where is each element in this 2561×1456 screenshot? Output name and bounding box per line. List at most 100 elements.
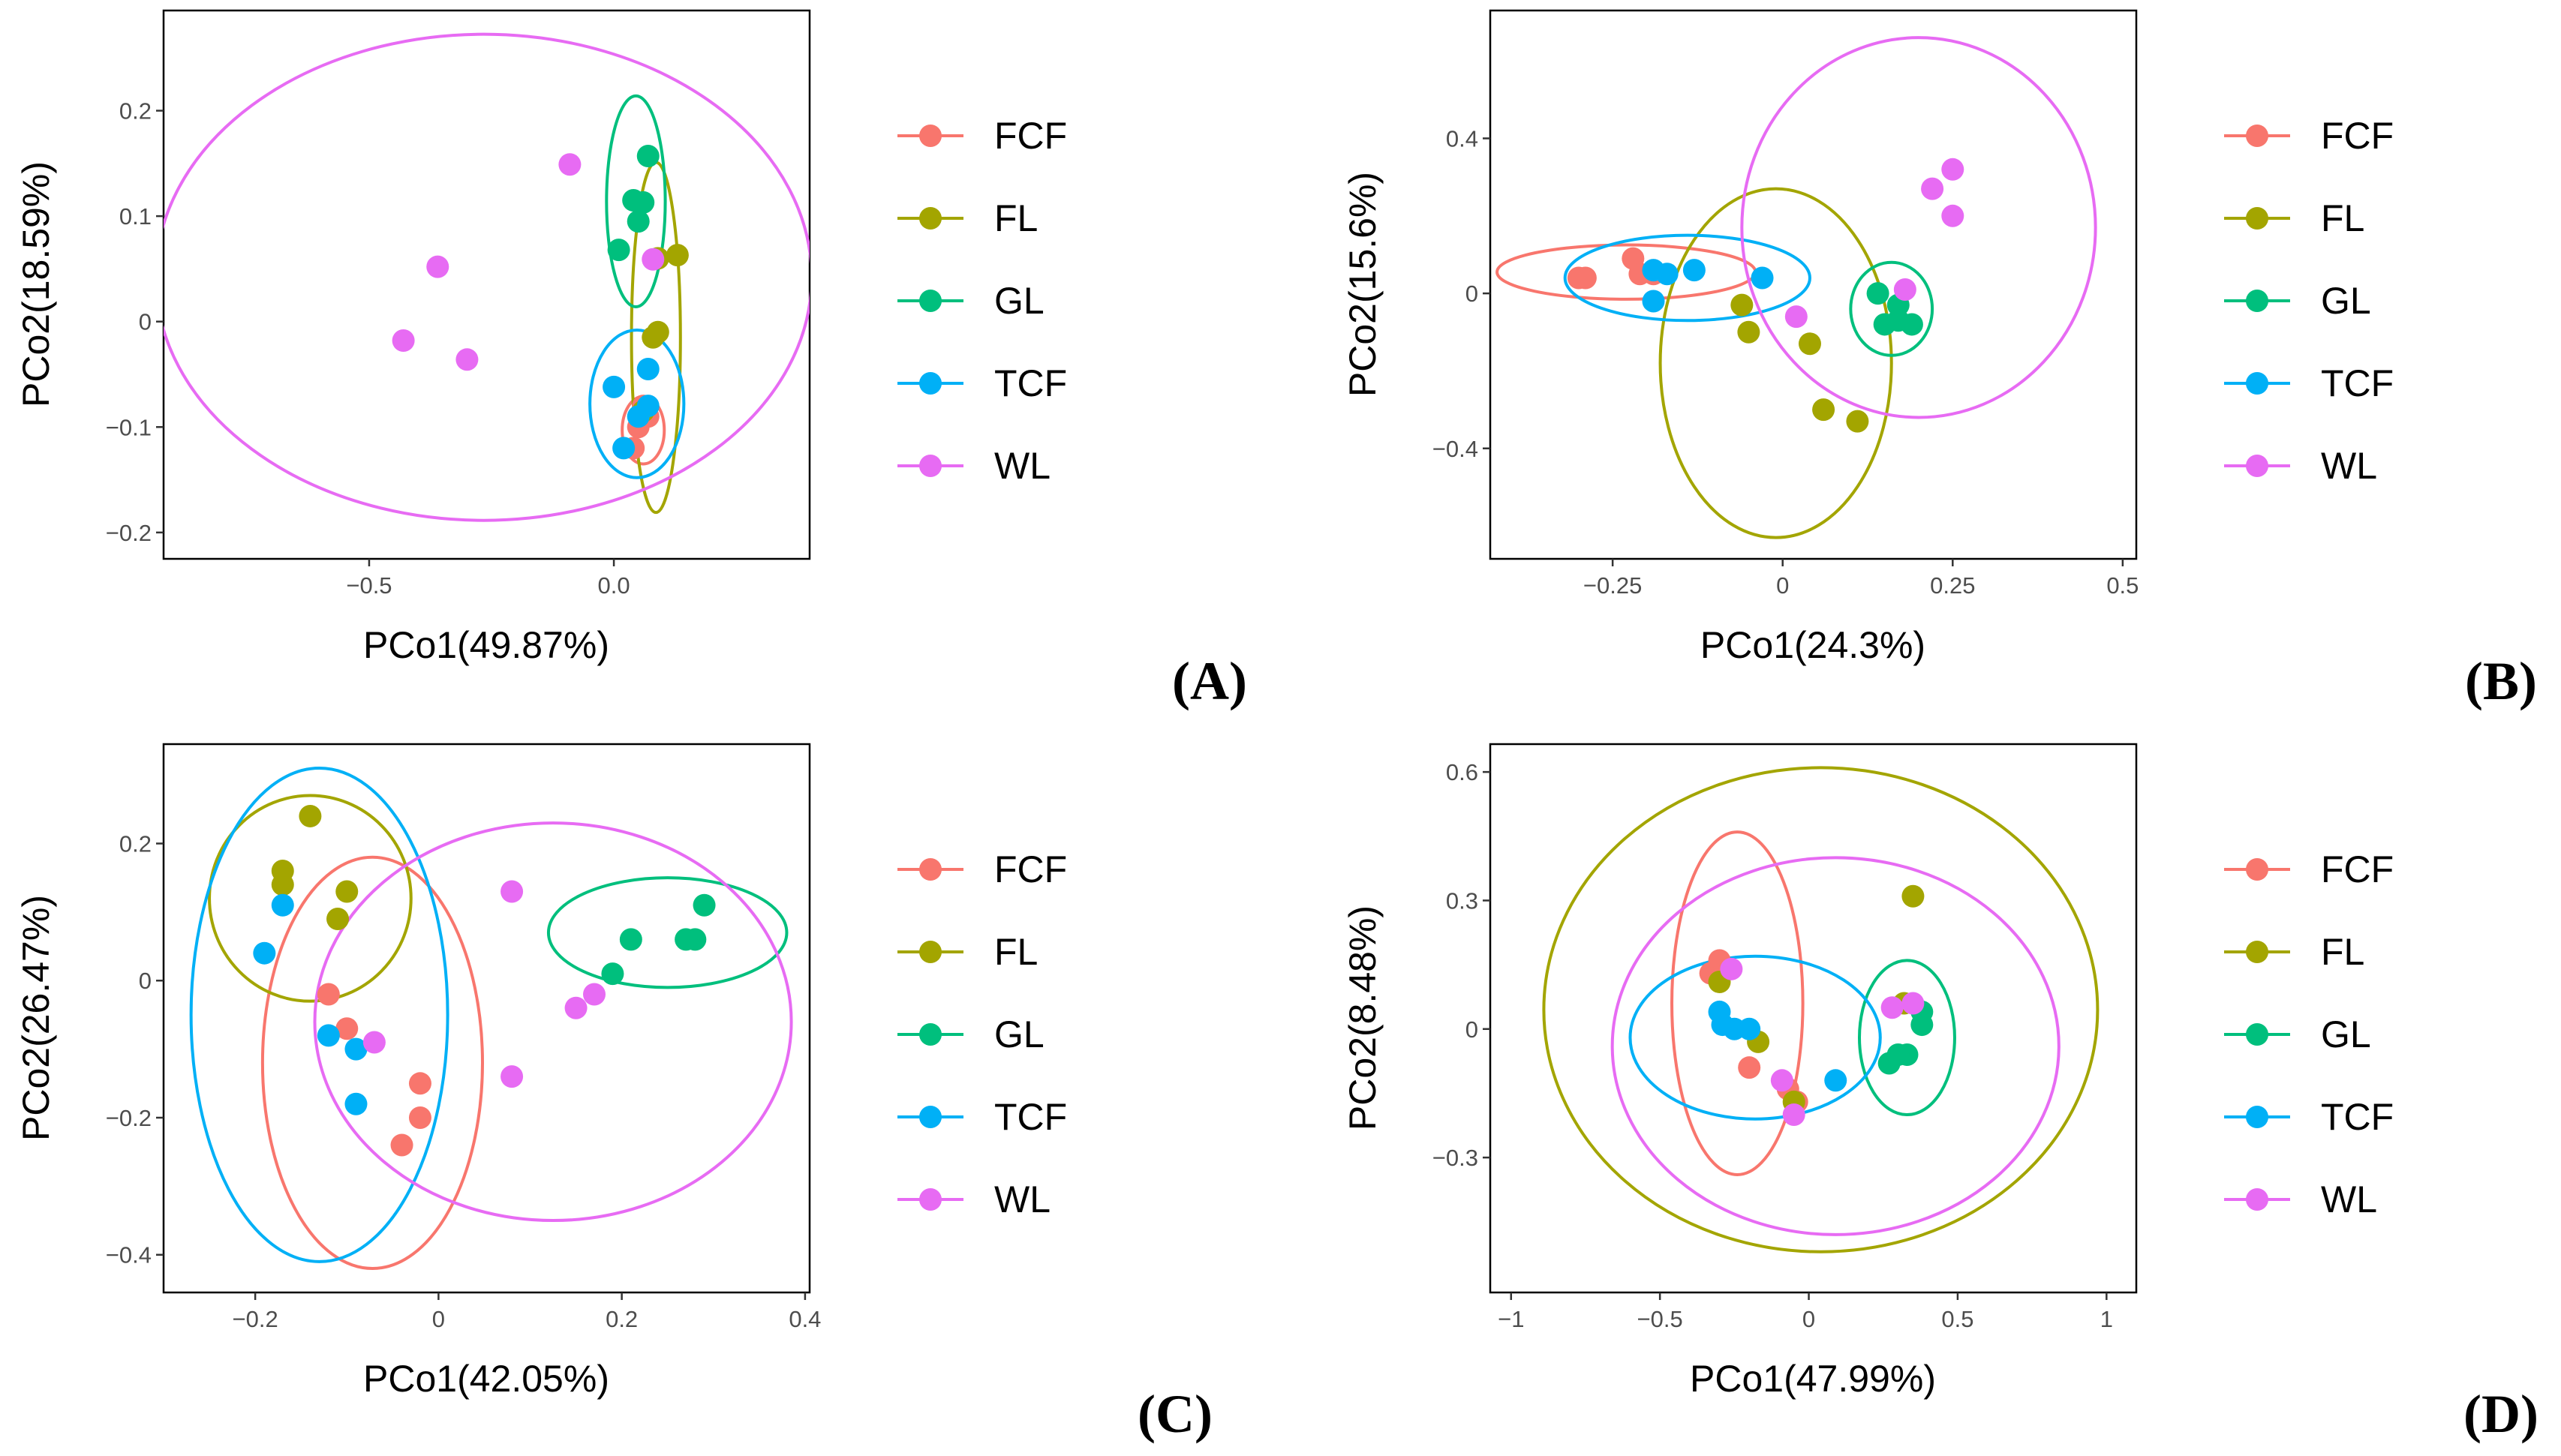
legend-label: FCF bbox=[2321, 115, 2394, 157]
legend-item-fcf: FCF bbox=[2224, 115, 2394, 157]
point-fcf bbox=[317, 983, 340, 1006]
ellipse-gl bbox=[1858, 959, 1956, 1116]
point-tcf bbox=[603, 375, 626, 398]
legend-item-tcf: TCF bbox=[897, 1096, 1067, 1138]
ellipse-gl bbox=[1849, 260, 1934, 357]
point-gl bbox=[619, 928, 642, 951]
legend-item-fcf: FCF bbox=[2224, 848, 2394, 890]
panel-b-tag: (B) bbox=[2465, 651, 2537, 711]
panel-c-ellipses bbox=[189, 766, 793, 1271]
legend-label: TCF bbox=[2321, 1096, 2394, 1138]
legend-marker bbox=[919, 372, 942, 395]
y-tick-label: −0.2 bbox=[106, 1105, 152, 1131]
panel-a: −0.5 0.0 −0.2 −0.1 0 0.1 0.2 PCo1(49.87%) PCo… bbox=[15, 9, 1247, 711]
panel-d-tag: (D) bbox=[2463, 1384, 2538, 1444]
point-wl bbox=[1880, 996, 1904, 1019]
ellipse-gl bbox=[605, 94, 667, 309]
point-fl bbox=[326, 908, 350, 931]
legend-marker bbox=[2246, 455, 2268, 477]
legend-marker bbox=[2246, 941, 2268, 963]
legend-item-gl: GL bbox=[2224, 1013, 2371, 1055]
panel-d: −1 −0.5 0 0.5 1 −0.3 0 0.3 0.6 PCo1(47.99%) PCo… bbox=[1342, 743, 2538, 1444]
legend-marker bbox=[2246, 125, 2268, 147]
ellipse-tcf bbox=[1628, 954, 1882, 1121]
legend-label: FL bbox=[994, 197, 1038, 239]
legend-item-fl: FL bbox=[897, 931, 1038, 973]
x-tick-label: 0.2 bbox=[606, 1306, 638, 1332]
panel-b-x-axis-title: PCo1(24.3%) bbox=[1700, 624, 1925, 666]
y-tick-label: 0.6 bbox=[1446, 759, 1478, 785]
point-tcf bbox=[344, 1092, 368, 1115]
legend-label: GL bbox=[994, 1013, 1045, 1055]
legend-item-gl: GL bbox=[897, 280, 1045, 322]
legend-marker bbox=[919, 858, 942, 881]
point-wl bbox=[558, 153, 582, 176]
point-wl bbox=[1720, 957, 1743, 980]
legend-item-gl: GL bbox=[897, 1013, 1045, 1055]
panel-b-y-axis-title: PCo2(15.6%) bbox=[1342, 172, 1384, 397]
y-tick-label: 0 bbox=[1465, 1016, 1478, 1043]
legend-marker bbox=[919, 290, 942, 312]
point-tcf bbox=[1751, 266, 1774, 290]
panel-d-y-axis-title: PCo2(8.48%) bbox=[1342, 905, 1384, 1130]
point-tcf bbox=[1655, 263, 1679, 286]
panel-c-frame bbox=[162, 743, 811, 1294]
point-fl bbox=[666, 244, 689, 267]
point-wl bbox=[583, 983, 606, 1006]
x-tick-label: −1 bbox=[1498, 1306, 1524, 1332]
panel-c-legend: FCF FL GL TCF WL bbox=[897, 848, 1067, 1220]
y-tick-label: 0.2 bbox=[119, 98, 152, 125]
legend-item-wl: WL bbox=[897, 1178, 1051, 1220]
x-tick-label: 1 bbox=[2100, 1306, 2113, 1332]
panel-c-x-axis-title: PCo1(42.05%) bbox=[363, 1358, 609, 1400]
panel-a-frame bbox=[162, 9, 811, 560]
legend-label: TCF bbox=[2321, 362, 2394, 404]
panel-b-frame bbox=[1489, 9, 2138, 560]
legend-item-fcf: FCF bbox=[897, 115, 1067, 157]
point-fl bbox=[1901, 884, 1925, 908]
x-tick-label: −0.5 bbox=[1637, 1306, 1683, 1332]
legend-marker bbox=[919, 1188, 942, 1211]
point-wl bbox=[1893, 278, 1916, 301]
legend-marker bbox=[919, 207, 942, 230]
point-gl bbox=[601, 962, 624, 986]
panel-c-tag: (C) bbox=[1138, 1384, 1213, 1444]
point-tcf bbox=[344, 1037, 368, 1061]
point-fl bbox=[1737, 320, 1760, 344]
point-gl bbox=[632, 191, 655, 214]
ellipse-wl bbox=[164, 32, 810, 522]
x-tick-label: 0 bbox=[1776, 572, 1789, 599]
panel-a-ellipses bbox=[164, 32, 810, 522]
legend-marker bbox=[919, 455, 942, 477]
panel-d-frame bbox=[1489, 743, 2138, 1294]
x-tick-label: −0.25 bbox=[1583, 572, 1642, 599]
panel-d-points bbox=[1699, 884, 1934, 1126]
legend-marker bbox=[919, 1023, 942, 1046]
panel-a-tag: (A) bbox=[1172, 651, 1247, 711]
point-wl bbox=[564, 996, 588, 1019]
point-gl bbox=[1900, 313, 1923, 336]
point-wl bbox=[426, 255, 449, 278]
panel-b-y-ticks: −0.4 0 0.4 bbox=[1432, 125, 1490, 462]
x-tick-label: 0.0 bbox=[598, 572, 630, 599]
point-tcf bbox=[317, 1024, 340, 1047]
legend-label: GL bbox=[994, 280, 1045, 322]
ellipse-fcf bbox=[1670, 830, 1805, 1176]
point-fl bbox=[1730, 293, 1754, 317]
panel-c-y-axis-title: PCo2(26.47%) bbox=[15, 895, 57, 1141]
legend-label: FCF bbox=[2321, 848, 2394, 890]
legend-marker bbox=[2246, 372, 2268, 395]
point-wl bbox=[1941, 204, 1964, 227]
ellipse-tcf bbox=[189, 766, 449, 1263]
point-tcf bbox=[1824, 1069, 1847, 1092]
x-tick-label: −0.2 bbox=[233, 1306, 278, 1332]
legend-marker bbox=[919, 125, 942, 147]
panel-b-ellipses bbox=[1495, 36, 2097, 539]
x-tick-label: 0.5 bbox=[2106, 572, 2139, 599]
y-tick-label: 0 bbox=[139, 968, 152, 994]
point-fl bbox=[642, 326, 665, 349]
point-fl bbox=[299, 804, 322, 827]
legend-item-tcf: TCF bbox=[2224, 362, 2394, 404]
panel-d-y-ticks: −0.3 0 0.3 0.6 bbox=[1432, 759, 1490, 1171]
